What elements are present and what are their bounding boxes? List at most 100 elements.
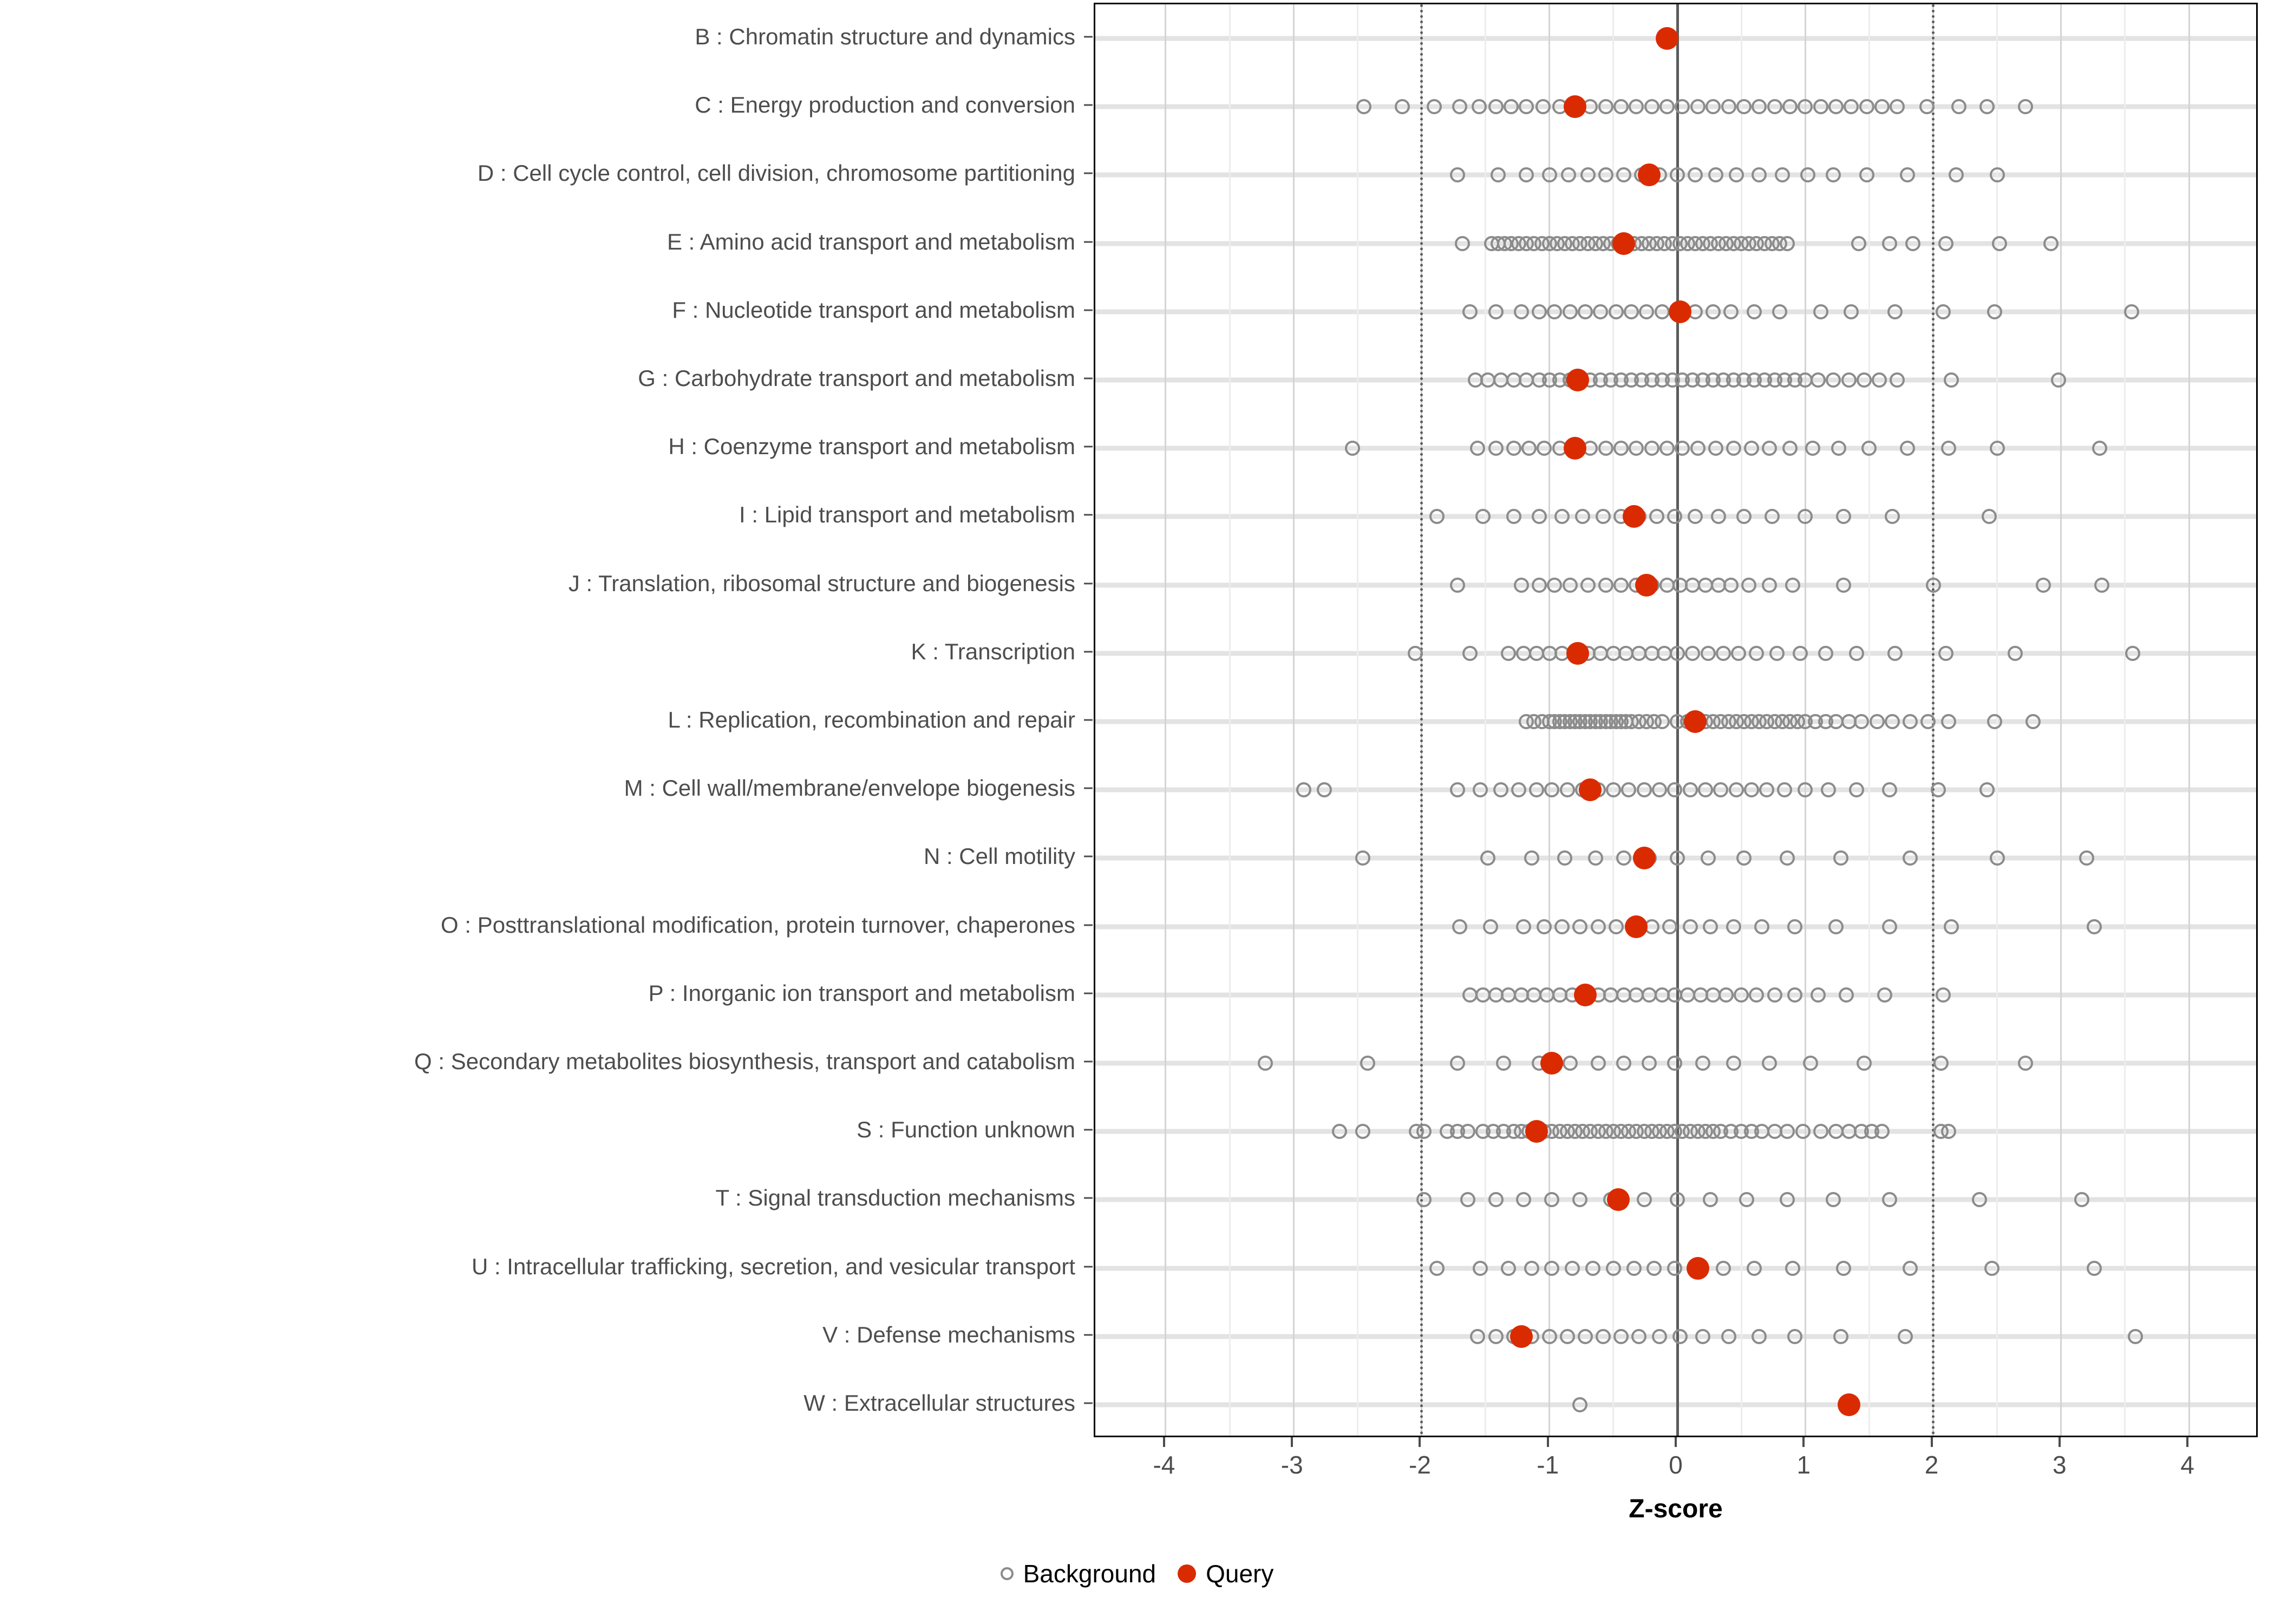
background-point <box>1593 304 1609 319</box>
background-point <box>1675 441 1690 456</box>
background-point <box>1987 304 2002 319</box>
background-point <box>1449 577 1465 593</box>
query-point[interactable] <box>1563 95 1586 119</box>
background-point <box>1833 850 1849 866</box>
row-gridline <box>1095 1402 2256 1407</box>
query-point[interactable] <box>1510 1325 1533 1348</box>
y-axis-tick-label: I : Lipid transport and metabolism <box>739 502 1075 528</box>
background-point <box>1544 782 1560 798</box>
background-point <box>1713 782 1729 798</box>
y-axis-tick-mark <box>1084 1266 1093 1268</box>
legend-item[interactable]: Background <box>1000 1559 1156 1588</box>
background-point <box>1537 441 1552 456</box>
query-point[interactable] <box>1540 1051 1564 1075</box>
background-point <box>1780 850 1795 866</box>
query-point[interactable] <box>1632 847 1656 870</box>
background-point <box>1844 99 1859 115</box>
background-point <box>1316 782 1332 798</box>
background-point <box>1874 1124 1890 1140</box>
y-axis-tick-label: B : Chromatin structure and dynamics <box>695 24 1075 50</box>
background-point <box>1785 577 1800 593</box>
background-point <box>1488 99 1504 115</box>
background-point <box>1903 850 1918 866</box>
background-point <box>1595 1328 1611 1344</box>
x-axis-tick-label: 4 <box>2180 1451 2194 1479</box>
query-point[interactable] <box>1837 1393 1860 1416</box>
background-point <box>1940 714 1956 729</box>
query-point[interactable] <box>1668 300 1691 323</box>
background-point <box>1723 304 1739 319</box>
background-point <box>1506 441 1521 456</box>
background-point <box>1537 919 1552 934</box>
background-point <box>1452 919 1468 934</box>
background-point <box>1670 645 1685 661</box>
background-point <box>1872 372 1887 388</box>
query-point[interactable] <box>1625 915 1648 938</box>
background-point <box>1859 99 1874 115</box>
background-point <box>1613 1328 1629 1344</box>
background-point <box>1519 167 1534 183</box>
query-point[interactable] <box>1656 27 1679 50</box>
background-point <box>1882 235 1898 251</box>
query-point[interactable] <box>1579 778 1602 802</box>
x-axis-tick-label: -2 <box>1409 1451 1431 1479</box>
legend-item[interactable]: Query <box>1178 1559 1273 1588</box>
background-point <box>1672 1328 1688 1344</box>
background-point <box>1690 441 1706 456</box>
query-point[interactable] <box>1566 641 1589 665</box>
background-point <box>1726 1055 1741 1071</box>
query-point[interactable] <box>1635 573 1658 597</box>
background-point <box>1475 509 1491 525</box>
background-point <box>1951 99 1966 115</box>
background-point <box>1587 850 1603 866</box>
background-point <box>1813 1124 1828 1140</box>
background-point <box>1818 645 1834 661</box>
query-point[interactable] <box>1684 710 1707 733</box>
background-point <box>1493 782 1508 798</box>
query-point[interactable] <box>1612 232 1635 255</box>
background-point <box>1483 919 1499 934</box>
background-point <box>2092 441 2107 456</box>
background-point <box>1360 1055 1376 1071</box>
query-point[interactable] <box>1638 163 1661 187</box>
background-point <box>1541 1328 1557 1344</box>
background-point <box>2127 1328 2143 1344</box>
background-point <box>1989 167 2005 183</box>
background-point <box>1728 167 1744 183</box>
background-point <box>1521 441 1537 456</box>
background-point <box>1473 782 1488 798</box>
background-point <box>1979 99 1995 115</box>
query-point[interactable] <box>1573 983 1597 1006</box>
background-point <box>1531 509 1547 525</box>
background-point <box>1667 1260 1683 1276</box>
background-point <box>1557 850 1573 866</box>
query-point[interactable] <box>1622 505 1645 528</box>
background-point <box>1506 509 1521 525</box>
background-point <box>1859 167 1874 183</box>
background-point <box>1848 782 1864 798</box>
background-point <box>2079 850 2095 866</box>
background-point <box>1856 1055 1872 1071</box>
query-point[interactable] <box>1686 1256 1709 1280</box>
query-point[interactable] <box>1566 369 1589 392</box>
background-point <box>1897 1328 1913 1344</box>
background-point <box>1651 1328 1667 1344</box>
background-point <box>1731 645 1747 661</box>
background-point <box>1429 509 1445 525</box>
background-point <box>1984 1260 2000 1276</box>
query-point[interactable] <box>1607 1188 1630 1212</box>
background-point <box>1989 441 2005 456</box>
background-point <box>1979 782 1995 798</box>
query-point[interactable] <box>1563 437 1586 460</box>
background-point <box>1741 577 1757 593</box>
background-point <box>1452 99 1468 115</box>
background-point <box>1513 304 1529 319</box>
background-point <box>1491 167 1506 183</box>
background-point <box>1562 304 1578 319</box>
background-point <box>1938 645 1954 661</box>
query-point[interactable] <box>1525 1120 1548 1143</box>
background-point <box>1639 304 1655 319</box>
background-point <box>1782 99 1798 115</box>
background-point <box>1585 1260 1601 1276</box>
background-point <box>1877 987 1892 1003</box>
